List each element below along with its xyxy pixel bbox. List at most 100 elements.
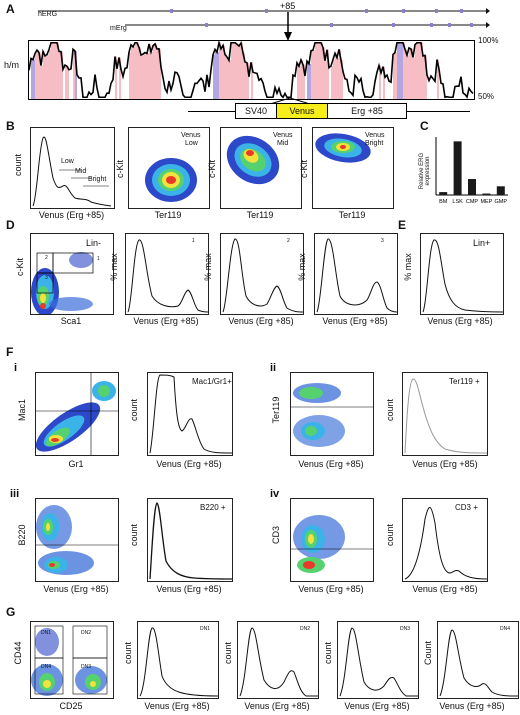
f-iii-tag: B220 + [200, 503, 226, 512]
b-plot2-xlabel: Ter119 [246, 210, 274, 220]
f-iii-roman: iii [10, 488, 20, 500]
b-plot3-tag2: Bright [365, 140, 384, 147]
b-contour-venus-bright: Venus Bright [312, 127, 394, 209]
e-histogram-lin-pos: Lin+ [420, 233, 504, 315]
f-iv-roman: iv [270, 488, 280, 500]
c-bar-gmp [496, 186, 505, 195]
g-histogram-dn1: DN1 [137, 621, 219, 699]
b-plot3-tag1: Venus [365, 132, 385, 139]
f-ii-histogram: Ter119 + [402, 372, 488, 456]
ytick-50: 50% [478, 92, 495, 101]
g-q-dn3: DN3 [81, 664, 92, 670]
g-histogram-dn3: DN3 [337, 621, 419, 699]
g-q-dn2: DN2 [81, 630, 92, 636]
f-iv-histogram: CD3 + [402, 498, 488, 582]
g-hist4-tag: DN4 [500, 626, 511, 632]
g-hist1-xlabel: Venus (Erg +85) [144, 701, 210, 711]
f-ii-hist-ylabel: count [385, 398, 395, 422]
d-gate-3: 3 [45, 275, 48, 281]
f-i-dotplot [35, 372, 119, 456]
g-q-dn4: DN4 [41, 664, 52, 670]
venus-box: Venus [276, 104, 328, 118]
f-iii-dot-ylabel: B220 [17, 524, 27, 546]
c-tick-cmp: CMP [466, 199, 479, 205]
conservation-plot [28, 40, 475, 100]
d-hist2-ylabel: % max [203, 253, 213, 281]
merg-label: mErg [110, 25, 127, 32]
d-hist1-xlabel: Venus (Erg +85) [133, 316, 199, 326]
d-dotplot-lin-neg: Lin- 1 2 3 [30, 233, 114, 315]
gate-mid: Mid [75, 168, 87, 175]
e-xlabel: Venus (Erg +85) [427, 316, 493, 326]
f-iv-hist-xlabel: Venus (Erg +85) [412, 584, 478, 594]
g-histogram-dn4: DN4 [437, 621, 519, 699]
c-bar-chart: BM LSK CMP MEP GMP [435, 137, 508, 205]
b-plot1-tag2: Low [185, 140, 198, 147]
d-hist3-ylabel: % max [297, 253, 307, 281]
g-hist1-tag: DN1 [200, 626, 211, 632]
c-bar-lsk [453, 141, 462, 195]
d-gate-2: 2 [45, 255, 48, 261]
f-i-hist-xlabel: Venus (Erg +85) [156, 459, 222, 469]
genomic-tracks [38, 8, 490, 28]
c-tick-lsk: LSK [452, 199, 463, 205]
f-i-hist-ylabel: count [129, 398, 139, 422]
panel-label-a: A [6, 2, 15, 16]
b-hist-ylabel: count [13, 153, 23, 177]
b-hist-xlabel: Venus (Erg +85) [38, 210, 105, 220]
g-dot-ylabel: CD44 [13, 641, 23, 665]
c-bar-mep [482, 193, 491, 195]
ytick-100: 100% [478, 36, 499, 45]
d-dot-ylabel: c-Kit [15, 258, 25, 276]
b-plot1-ylabel: c-Kit [115, 160, 125, 178]
panel-label-c: C [420, 119, 429, 133]
gate-low: Low [61, 158, 74, 165]
f-ii-dot-ylabel: Ter119 [271, 396, 281, 424]
d-hist3-xlabel: Venus (Erg +85) [322, 316, 388, 326]
b-plot2-tag2: Mid [277, 140, 289, 147]
peak-arrow-icon [284, 12, 292, 41]
f-iv-hist-ylabel: count [385, 523, 395, 547]
f-iv-tag: CD3 + [455, 503, 478, 512]
b-plot2-ylabel: c-Kit [207, 160, 217, 178]
f-i-dot-ylabel: Mac1 [17, 399, 27, 422]
e-tag: Lin+ [473, 238, 491, 248]
g-hist3-tag: DN3 [400, 626, 411, 632]
g-dot-xlabel: CD25 [59, 701, 83, 711]
f-iii-dot-xlabel: Venus (Erg +85) [43, 584, 109, 594]
panel-label-f: F [6, 345, 14, 359]
g-hist1-ylabel: count [123, 641, 133, 665]
panel-label-b: B [6, 119, 15, 133]
c-tick-bm: BM [439, 199, 448, 205]
f-i-tag: Mac1/Gr1+ [192, 377, 232, 386]
d-histogram-3: 3 [314, 233, 398, 315]
b-contour-venus-low: Venus Low [128, 127, 210, 209]
f-iii-hist-ylabel: count [129, 523, 139, 547]
f-iii-hist-xlabel: Venus (Erg +85) [156, 584, 222, 594]
c-tick-mep: MEP [480, 199, 492, 205]
b-plot2-tag1: Venus [273, 132, 293, 139]
f-ii-dot-xlabel: Venus (Erg +85) [298, 459, 364, 469]
f-i-histogram: Mac1/Gr1+ [147, 372, 233, 456]
conservation-axis-label: h/m [4, 60, 20, 70]
sv40-box: SV40 [244, 106, 268, 116]
c-bar-cmp [468, 179, 476, 195]
panel-label-g: G [6, 605, 16, 619]
c-bar-bm [439, 192, 448, 195]
f-i-roman: i [14, 362, 18, 374]
b-plot3-ylabel: c-Kit [299, 160, 309, 178]
reporter-construct: SV40 Venus Erg +85 [235, 103, 407, 119]
g-hist2-ylabel: count [223, 641, 233, 665]
f-ii-hist-xlabel: Venus (Erg +85) [412, 459, 478, 469]
f-ii-roman: ii [270, 362, 277, 374]
erg85-box: Erg +85 [351, 106, 383, 116]
g-hist2-xlabel: Venus (Erg +85) [244, 701, 310, 711]
f-iii-dotplot [35, 498, 119, 582]
panel-label-e: E [398, 218, 407, 232]
d-hist1-ylabel: % max [109, 253, 119, 281]
f-ii-dotplot [290, 372, 374, 456]
peak-label: +85 [280, 1, 296, 11]
f-iv-dotplot [290, 498, 374, 582]
f-iv-dot-xlabel: Venus (Erg +85) [298, 584, 364, 594]
g-hist3-ylabel: count [323, 641, 333, 665]
